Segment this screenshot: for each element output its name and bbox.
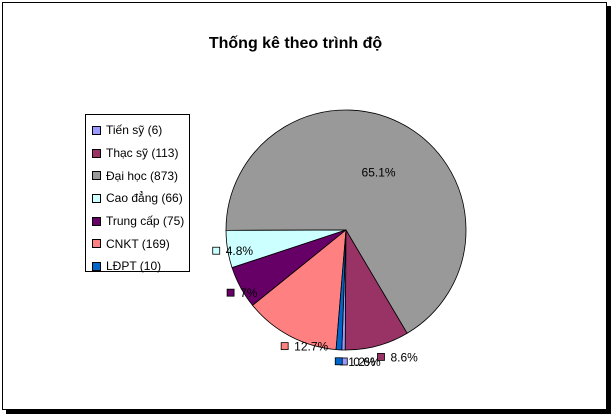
legend-label: Thạc sỹ (113) xyxy=(106,146,179,161)
pie-slice xyxy=(225,109,467,334)
pie-slices xyxy=(225,109,467,351)
label-marker xyxy=(226,288,235,297)
legend-label: LĐPT (10) xyxy=(106,259,162,274)
legend-item-thac-sy: Thạc sỹ (113) xyxy=(92,142,189,165)
legend-item-cnkt: CNKT (169) xyxy=(92,232,189,255)
slice-percent-label: 12.7% xyxy=(294,340,328,354)
pie-chart: 0.6% 8.6% 65.1% 4.8% 7% 12.7% 1.2% xyxy=(212,109,467,369)
legend-swatch xyxy=(92,171,101,181)
label-marker xyxy=(334,357,343,366)
pie-slice xyxy=(252,229,347,351)
legend-item-cao-dang: Cao đẳng (66) xyxy=(92,187,189,210)
slice-percent-label: 1.2% xyxy=(348,355,376,369)
legend-item-dai-hoc: Đại học (873) xyxy=(92,164,189,187)
legend-item-trung-cap: Trung cấp (75) xyxy=(92,210,189,233)
legend-swatch xyxy=(92,216,101,226)
pie-slice xyxy=(335,229,347,351)
legend-item-tien-sy: Tiến sỹ (6) xyxy=(92,119,189,142)
legend-swatch xyxy=(92,239,101,249)
slice-percent-label: 65.1% xyxy=(362,166,396,180)
legend-label: CNKT (169) xyxy=(106,236,170,251)
slice-percent-label: 8.6% xyxy=(390,350,418,364)
legend-label: Cao đẳng (66) xyxy=(106,191,183,206)
legend-swatch xyxy=(92,261,101,271)
label-marker xyxy=(212,246,221,255)
legend-item-ldpt: LĐPT (10) xyxy=(92,255,189,278)
legend-label: Đại học (873) xyxy=(106,168,179,183)
pie-labels: 0.6% 8.6% 65.1% 4.8% 7% 12.7% 1.2% xyxy=(212,166,418,369)
label-marker xyxy=(377,353,385,361)
chart-legend: Tiến sỹ (6) Thạc sỹ (113) Đại học (873) … xyxy=(85,114,190,273)
slice-percent-label: 4.8% xyxy=(226,244,254,258)
chart-title: Thống kê theo trình độ xyxy=(208,35,383,52)
legend-swatch xyxy=(92,125,101,135)
legend-label: Tiến sỹ (6) xyxy=(106,123,163,138)
legend-label: Trung cấp (75) xyxy=(106,214,185,229)
slice-percent-label: 7% xyxy=(240,286,258,300)
chart-area: Thống kê theo trình độ Tiến sỹ (6) Thạc … xyxy=(2,2,607,410)
legend-swatch xyxy=(92,148,101,158)
label-marker xyxy=(280,342,289,351)
legend-swatch xyxy=(92,193,101,203)
slice-percent-label: 0.6% xyxy=(353,355,381,369)
